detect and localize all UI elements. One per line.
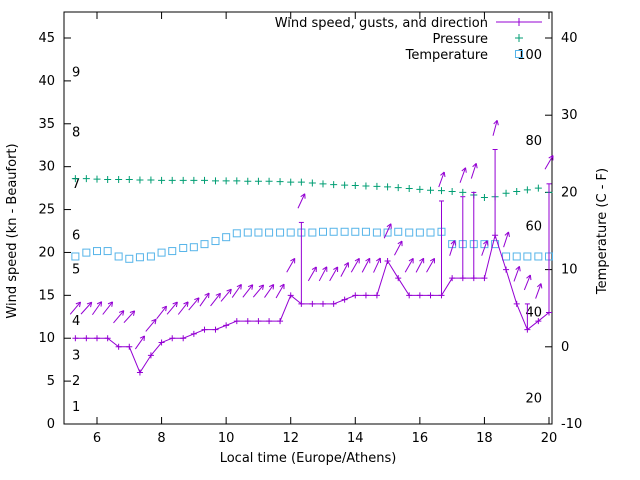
y-left-tick-label: 5 bbox=[47, 374, 55, 389]
fahrenheit-scale-label: 20 bbox=[525, 391, 542, 406]
wind-direction-arrows bbox=[69, 119, 554, 350]
x-tick-label: 18 bbox=[476, 431, 493, 446]
x-tick-label: 12 bbox=[282, 431, 299, 446]
beaufort-scale-label: 9 bbox=[72, 65, 80, 80]
x-tick-label: 20 bbox=[541, 431, 558, 446]
y-left-tick-label: 10 bbox=[38, 331, 55, 346]
y-right-tick-label: 20 bbox=[561, 185, 578, 200]
temperature-series bbox=[71, 227, 553, 263]
x-tick-label: 14 bbox=[347, 431, 364, 446]
x-axis-label: Local time (Europe/Athens) bbox=[220, 451, 397, 466]
legend-label: Pressure bbox=[432, 32, 488, 47]
beaufort-scale-label: 6 bbox=[72, 228, 80, 243]
beaufort-scale-label: 3 bbox=[72, 348, 80, 363]
beaufort-scale-label: 4 bbox=[72, 314, 80, 329]
y-right-tick-label: 40 bbox=[561, 31, 578, 46]
beaufort-scale-label: 8 bbox=[72, 125, 80, 140]
y-left-tick-label: 45 bbox=[38, 31, 55, 46]
x-tick-label: 10 bbox=[218, 431, 235, 446]
beaufort-scale-label: 2 bbox=[72, 374, 80, 389]
fahrenheit-scale-label: 100 bbox=[517, 48, 542, 63]
fahrenheit-scale-label: 80 bbox=[525, 134, 542, 149]
beaufort-scale-label: 7 bbox=[72, 177, 80, 192]
y-left-tick-label: 25 bbox=[38, 203, 55, 218]
beaufort-scale-label: 1 bbox=[72, 400, 80, 415]
y-left-tick-label: 0 bbox=[47, 417, 55, 432]
legend-label: Temperature bbox=[405, 48, 488, 63]
y-left-tick-label: 35 bbox=[38, 117, 55, 132]
y-right-tick-label: -10 bbox=[561, 417, 582, 432]
x-tick-label: 6 bbox=[93, 431, 101, 446]
y-right-tick-label: 10 bbox=[561, 263, 578, 278]
x-tick-label: 16 bbox=[412, 431, 429, 446]
fahrenheit-scale-label: 40 bbox=[525, 305, 542, 320]
pressure-series bbox=[71, 175, 553, 202]
y-right-tick-label: 0 bbox=[561, 340, 569, 355]
y-right-tick-label: 30 bbox=[561, 108, 578, 123]
plot-content: 6 8 10 12 14 16 18 20051015202530354045-1001020… bbox=[38, 11, 582, 446]
x-tick-label: 8 bbox=[157, 431, 165, 446]
wind-series bbox=[72, 149, 552, 376]
y-axis-label-right: Temperature (C - F) bbox=[595, 168, 610, 295]
legend-label: Wind speed, gusts, and direction bbox=[275, 16, 488, 31]
axes: 6 8 10 12 14 16 18 20051015202530354045-1001020… bbox=[38, 11, 582, 446]
y-left-tick-label: 20 bbox=[38, 245, 55, 260]
y-left-tick-label: 40 bbox=[38, 74, 55, 89]
y-left-tick-label: 15 bbox=[38, 288, 55, 303]
legend: Wind speed, gusts, and directionPressure… bbox=[275, 16, 542, 63]
fahrenheit-scale-label: 60 bbox=[525, 220, 542, 235]
y-left-tick-label: 30 bbox=[38, 160, 55, 175]
y-axis-label-left: Wind speed (kn - Beaufort) bbox=[5, 143, 20, 318]
beaufort-scale-label: 5 bbox=[72, 263, 80, 278]
